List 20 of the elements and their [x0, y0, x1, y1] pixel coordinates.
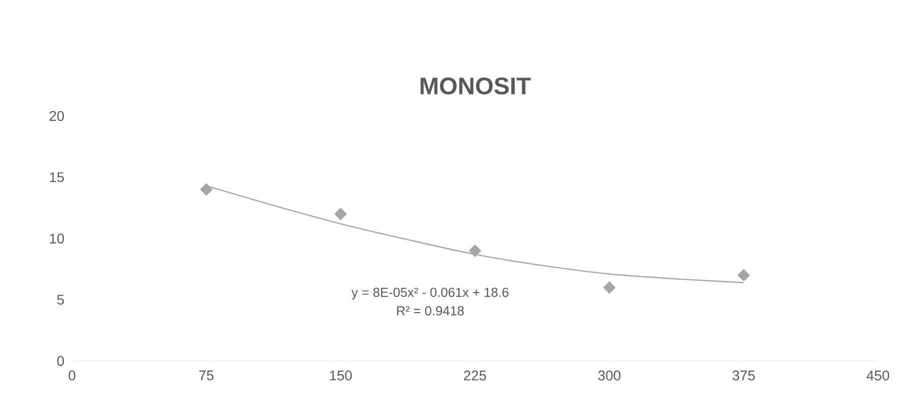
chart-title: MONOSIT [420, 77, 531, 94]
y-tick-label: 10 [50, 234, 64, 244]
x-tick-label: 150 [330, 370, 352, 380]
x-tick-label: 375 [732, 370, 755, 380]
x-tick-label: 450 [866, 370, 890, 380]
annotation: R² = 0.9418 [397, 306, 464, 316]
x-tick-label: 75 [199, 370, 214, 380]
point [468, 244, 482, 258]
y-tick-label: 0 [57, 356, 64, 366]
x-tick-label: 225 [464, 370, 486, 380]
y-tick-label: 5 [57, 294, 64, 305]
x-tick-label: 0 [68, 370, 76, 380]
annotation: y = 8E-05x² - 0.061x + 18.6 [351, 288, 508, 300]
point [737, 268, 750, 282]
point [603, 281, 616, 294]
x-tick-label: 300 [598, 370, 620, 380]
y-tick-label: 15 [50, 172, 64, 182]
point [334, 208, 347, 220]
y-tick-label: 20 [50, 111, 64, 121]
point [200, 183, 213, 196]
